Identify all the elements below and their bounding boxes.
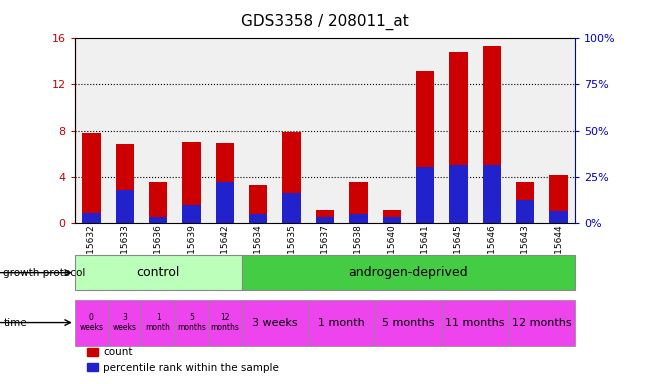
Bar [549, 211, 567, 223]
Bar [349, 182, 367, 223]
Bar [283, 193, 301, 223]
Legend: count, percentile rank within the sample: count, percentile rank within the sample [83, 343, 283, 377]
FancyBboxPatch shape [242, 255, 575, 290]
Bar [549, 175, 567, 223]
Bar [416, 71, 434, 223]
Bar [249, 185, 267, 223]
Bar [316, 217, 334, 223]
Bar [183, 142, 201, 223]
Text: androgen-deprived: androgen-deprived [348, 266, 468, 279]
Bar [483, 165, 501, 223]
Bar [283, 132, 301, 223]
Text: 3
weeks: 3 weeks [113, 313, 136, 332]
Text: 1
month: 1 month [146, 313, 170, 332]
Bar [116, 190, 134, 223]
Text: 12 months: 12 months [512, 318, 572, 328]
Bar [116, 144, 134, 223]
Bar [249, 214, 267, 223]
FancyBboxPatch shape [142, 300, 175, 346]
Bar [416, 167, 434, 223]
Bar [83, 213, 101, 223]
Bar [216, 182, 234, 223]
Bar [216, 143, 234, 223]
Text: time: time [3, 318, 27, 328]
FancyBboxPatch shape [175, 300, 208, 346]
Text: 11 months: 11 months [445, 318, 505, 328]
Bar [149, 182, 167, 223]
Bar [483, 46, 501, 223]
Bar [449, 52, 467, 223]
Bar [349, 214, 367, 223]
FancyBboxPatch shape [75, 300, 108, 346]
Text: GDS3358 / 208011_at: GDS3358 / 208011_at [241, 13, 409, 30]
FancyBboxPatch shape [242, 300, 308, 346]
Bar [383, 217, 401, 223]
FancyBboxPatch shape [108, 300, 142, 346]
FancyBboxPatch shape [375, 300, 442, 346]
Bar [383, 210, 401, 223]
Text: 3 weeks: 3 weeks [252, 318, 298, 328]
Text: 0
weeks: 0 weeks [79, 313, 103, 332]
FancyBboxPatch shape [508, 300, 575, 346]
Bar [149, 217, 167, 223]
Text: 12
months: 12 months [211, 313, 239, 332]
Text: 1 month: 1 month [318, 318, 365, 328]
FancyBboxPatch shape [442, 300, 508, 346]
Bar [316, 210, 334, 223]
Bar [83, 133, 101, 223]
Text: 5
months: 5 months [177, 313, 206, 332]
Bar [516, 200, 534, 223]
Text: control: control [136, 266, 180, 279]
Bar [449, 165, 467, 223]
FancyBboxPatch shape [308, 300, 375, 346]
Text: 5 months: 5 months [382, 318, 435, 328]
Bar [183, 205, 201, 223]
FancyBboxPatch shape [75, 255, 242, 290]
Bar [516, 182, 534, 223]
FancyBboxPatch shape [208, 300, 242, 346]
Text: growth protocol: growth protocol [3, 268, 86, 278]
